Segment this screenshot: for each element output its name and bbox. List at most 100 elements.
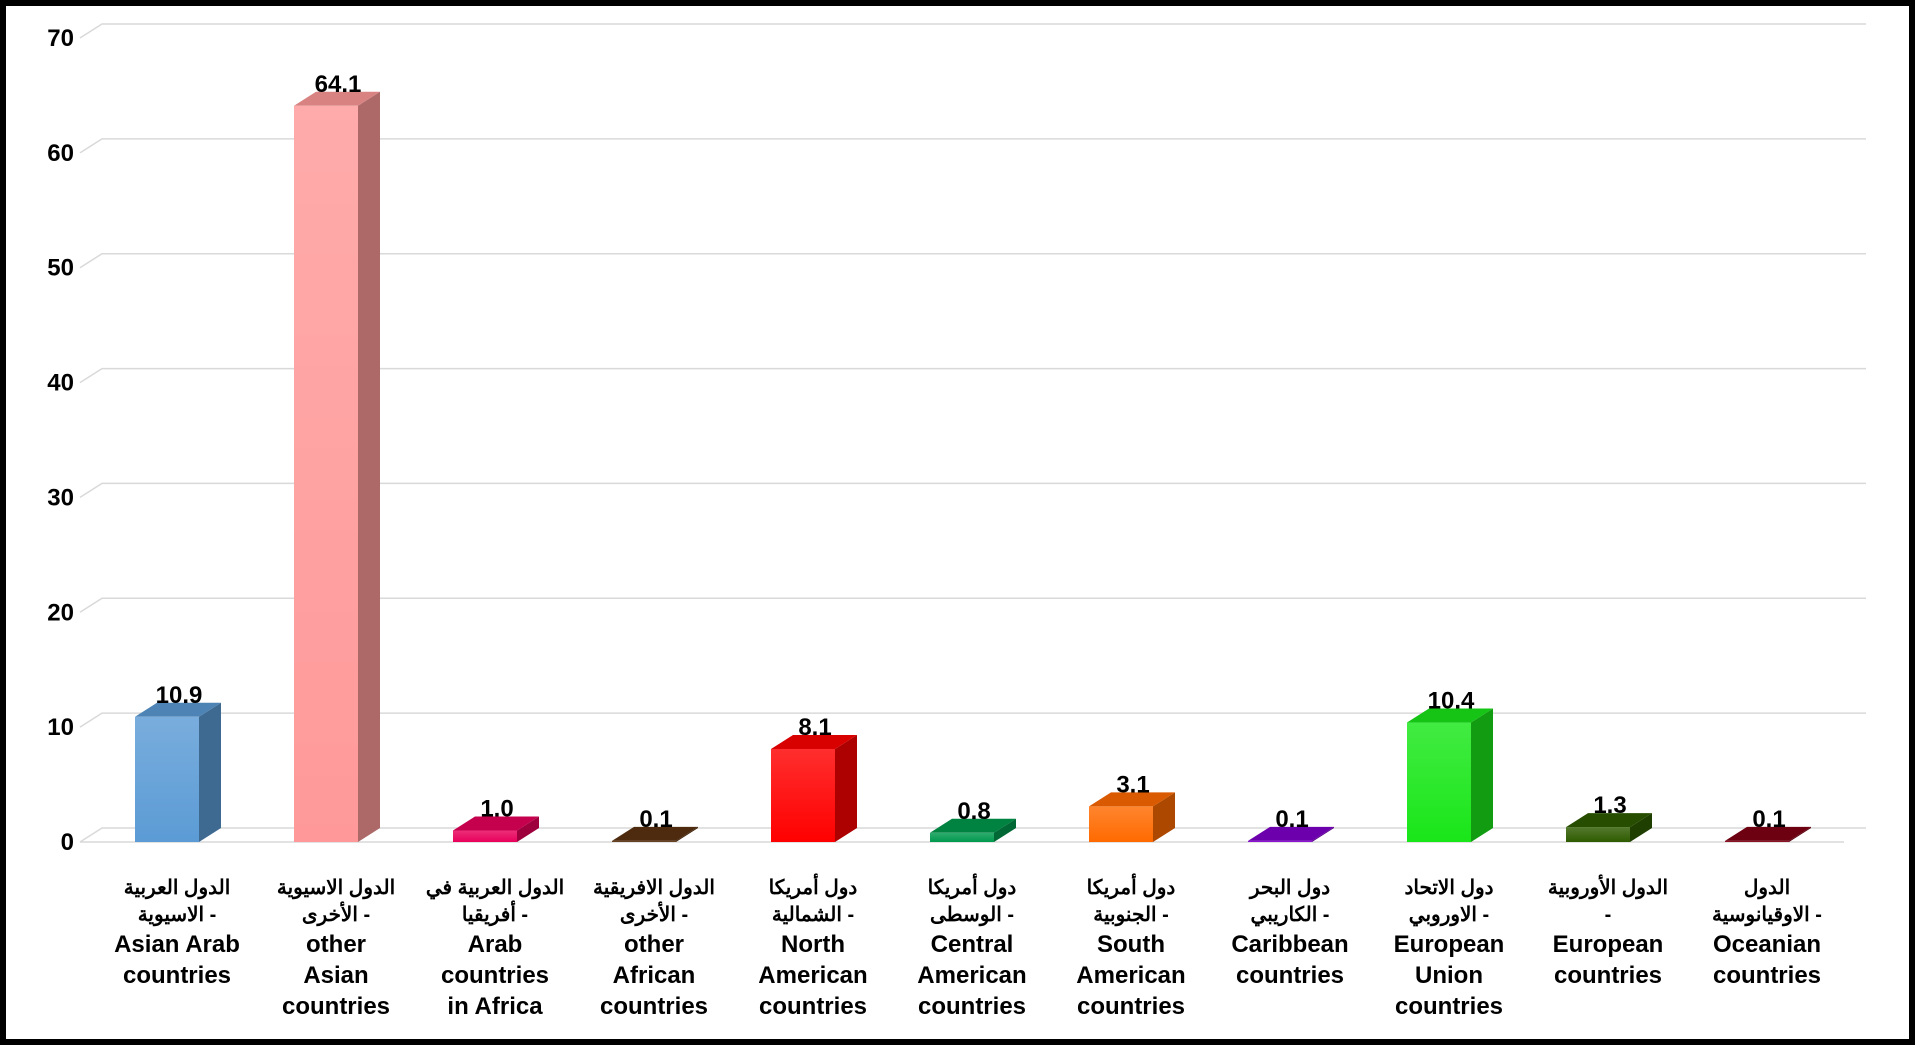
category-label-english: American <box>758 962 868 989</box>
bar <box>1248 826 1334 842</box>
category-label-arabic: - الأخرى <box>301 904 371 926</box>
bar-top <box>1725 826 1811 841</box>
category-label-arabic: الدول الافريقية <box>593 877 715 899</box>
bar-front <box>930 832 994 842</box>
category-label-english: countries <box>1394 993 1504 1020</box>
bar-front <box>771 748 835 842</box>
category-label-english: other <box>624 931 684 958</box>
bar <box>1566 813 1652 842</box>
category-label-english: Oceanian <box>1712 931 1822 958</box>
category-label-arabic: الدول العربية في <box>425 877 565 899</box>
category-label-arabic: - الكاريبي <box>1250 904 1330 926</box>
bar-front <box>1089 806 1153 842</box>
bar-front <box>1725 840 1789 842</box>
y-tick-label: 0 <box>61 829 74 856</box>
bar <box>135 702 221 842</box>
bar <box>453 816 539 842</box>
x-tick-label: دول الاتحاد - الاوروبي European Union countr… <box>1371 875 1527 1022</box>
category-label-arabic: - أفريقيا <box>461 904 529 926</box>
x-tick-label: دول أمريكا - الشمالية North American countri… <box>735 875 891 1022</box>
y-tick-label: 40 <box>47 370 74 397</box>
data-label: 8.1 <box>798 714 831 741</box>
gridline <box>79 482 1866 499</box>
bar-top <box>930 818 1016 833</box>
data-label: 64.1 <box>315 71 362 98</box>
category-label-english: countries <box>758 993 868 1020</box>
bar-top <box>135 702 221 717</box>
x-tick-label: الدول - الاوقيانوسية Oceanian countries <box>1689 875 1845 991</box>
bar-side <box>1471 708 1493 842</box>
category-label-english: Caribbean <box>1231 931 1349 958</box>
bar-top <box>1089 792 1175 807</box>
category-label-english: in Africa <box>447 993 543 1020</box>
category-label-arabic: الدول الاسيوية <box>276 877 396 899</box>
gridline <box>79 138 1866 154</box>
x-tick-label: الدول العربية - الاسيوية Asian Arab countri… <box>99 875 255 991</box>
category-label-english: Union <box>1415 962 1483 989</box>
bar-front <box>1407 722 1471 842</box>
category-label-arabic: الدول العربية <box>123 877 231 899</box>
y-tick-label: 30 <box>47 484 74 511</box>
category-label-arabic: - الوسطى <box>929 904 1015 926</box>
bar <box>1725 826 1811 842</box>
category-label-arabic: دول البحر <box>1249 877 1331 899</box>
y-tick-label: 50 <box>47 255 74 282</box>
category-label-english: European <box>1552 931 1664 958</box>
category-label-english: countries <box>1076 993 1186 1020</box>
gridline <box>79 597 1866 613</box>
bar-side <box>517 816 539 842</box>
bar-top <box>1407 708 1493 723</box>
y-tick-label: 20 <box>47 599 74 626</box>
category-label-arabic: دول أمريكا <box>768 877 858 899</box>
x-tick-label: الدول العربية في - أفريقيا Arab countries in… <box>417 875 573 1022</box>
category-label-arabic: - الاوقيانوسية <box>1712 904 1822 926</box>
category-label-english: North <box>781 931 845 958</box>
gridline <box>79 367 1866 384</box>
bar-side <box>1789 826 1811 842</box>
category-label-english: Central <box>930 931 1014 958</box>
x-tick-label: دول أمريكا - الوسطى Central American countri… <box>894 875 1050 1022</box>
bar-front <box>453 830 517 842</box>
bar <box>930 818 1016 842</box>
x-tick-label: الدول الافريقية - الأخرى other African count… <box>576 875 732 1022</box>
data-label: 0.1 <box>1275 806 1308 833</box>
category-label-english: countries <box>122 962 232 989</box>
category-label-arabic: دول الاتحاد <box>1404 877 1494 899</box>
x-tick-label: الدول الأوروبية - European countries <box>1530 875 1686 991</box>
category-label-english: countries <box>1553 962 1663 989</box>
bar-top <box>294 91 380 106</box>
category-label-english: Asian Arab <box>114 931 240 958</box>
category-label-arabic: الدول <box>1743 877 1791 899</box>
data-label: 1.0 <box>480 796 513 823</box>
category-label-arabic: - الاسيوية <box>137 904 217 926</box>
bar-top <box>453 816 539 831</box>
data-label: 10.4 <box>1428 688 1475 715</box>
category-label-english: countries <box>917 993 1027 1020</box>
category-label-english: countries <box>281 993 391 1020</box>
bar-side <box>1153 792 1175 842</box>
gridline <box>79 712 1866 728</box>
category-label-english: African <box>612 962 696 989</box>
category-label-english: other <box>306 931 366 958</box>
category-label-arabic: - <box>1604 904 1612 926</box>
gridline <box>79 23 1866 39</box>
category-label-arabic: - الأخرى <box>619 904 689 926</box>
gridline <box>79 252 1866 269</box>
bar-front <box>1566 827 1630 842</box>
category-label-english: South <box>1097 931 1165 958</box>
data-label: 0.1 <box>1752 806 1785 833</box>
category-label-english: countries <box>440 962 550 989</box>
data-label: 0.8 <box>957 798 990 825</box>
category-label-english: European <box>1393 931 1505 958</box>
category-label-english: American <box>1076 962 1186 989</box>
category-label-arabic: - الشمالية <box>771 904 855 926</box>
y-tick-label: 10 <box>47 714 74 741</box>
bar <box>612 826 698 842</box>
data-label: 0.1 <box>639 806 672 833</box>
category-label-arabic: - الاوروبي <box>1408 904 1490 926</box>
y-tick-label: 70 <box>47 25 74 52</box>
category-label-arabic: دول أمريكا <box>1086 877 1176 899</box>
bar <box>1089 792 1175 842</box>
